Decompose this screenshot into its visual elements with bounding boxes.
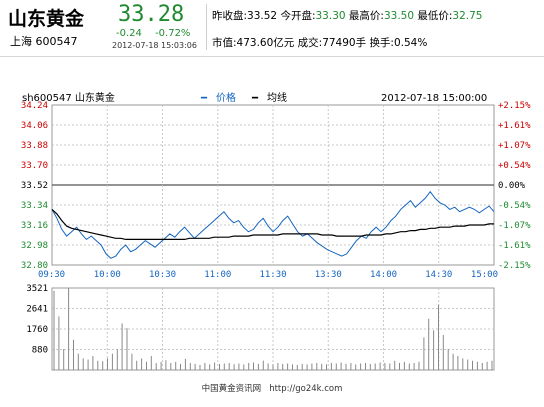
header-divider [206,4,207,50]
y-tick-label: 33.52 [21,181,48,191]
y-pct-tick-label: -1.07% [498,221,531,231]
y-pct-tick-label: +1.07% [498,141,531,151]
quote-header: 山东黄金 上海 600547 33.28 -0.24 -0.72% 2012-0… [0,0,544,55]
volume-label: 成交: [297,37,323,49]
x-tick-label: 10:30 [149,270,176,280]
header-separator [0,56,544,57]
footer-site-name: 中国黄金资讯网 [201,384,262,394]
prev-close-label: 昨收盘: [212,10,248,22]
turnover-label: 换手: [369,37,394,49]
y-tick-label: 33.88 [21,141,48,151]
exchange-label: 上海 [10,35,32,48]
high-value: 33.50 [383,10,415,22]
footer: 中国黄金资讯网 http://go24k.com [0,382,544,394]
x-tick-label: 14:00 [370,270,397,280]
average-line [51,208,494,240]
volume-tick-label: 1760 [26,325,48,335]
open-value: 33.30 [315,10,346,22]
x-tick-label: 09:30 [38,270,65,280]
volume-tick-label: 880 [32,346,48,356]
y-pct-tick-label: +0.54% [498,161,531,171]
price-change: -0.24 [116,28,142,39]
low-label: 最低价: [417,10,453,22]
y-pct-tick-label: -2.15% [498,261,531,271]
x-tick-label: 11:00 [204,270,231,280]
mktcap-value: 473.60亿元 [236,37,295,49]
y-tick-label: 32.80 [21,261,48,271]
open-label: 今开盘: [280,10,316,22]
legend-price-marker: ━ [200,93,208,104]
y-tick-label: 34.24 [21,101,48,111]
x-tick-label: 13:30 [315,270,342,280]
quote-timestamp: 2012-07-18 15:03:06 [112,41,197,50]
mktcap-label: 市值: [212,37,237,49]
chart-datetime: 2012-07-18 15:00:00 [381,93,487,104]
chart-legend: sh600547 山东黄金 ━ 价格 ━ 均线 2012-07-18 15:00… [22,91,487,104]
x-tick-label: 10:00 [94,270,121,280]
volume-value: 77490手 [322,37,367,49]
y-pct-tick-label: -1.61% [498,241,531,251]
stock-name: 山东黄金 [8,8,85,30]
volume-tick-label: 3521 [26,284,48,294]
y-tick-label: 33.34 [21,201,48,211]
y-pct-tick-label: 0.00% [498,181,526,191]
y-tick-label: 34.06 [21,121,48,131]
volume-panel: 3521 2641 1760 880 [26,284,495,371]
prev-close-value: 33.52 [247,10,278,22]
footer-url: http://go24k.com [269,384,343,394]
low-value: 32.75 [452,10,483,22]
volume-tick-label: 2641 [26,305,48,315]
y-pct-tick-label: -0.54% [498,201,531,211]
price-line [51,190,495,259]
x-tick-label: 11:30 [259,270,286,280]
legend-avg-label: 均线 [267,91,287,104]
turnover-value: 0.54% [393,37,428,49]
price-panel: 34.24 +2.15% 34.06 +1.61% 33.88 +1.07% 33.70 +0… [21,101,531,280]
x-tick-label: 15:00 [471,270,498,280]
y-pct-tick-label: +2.15% [498,101,531,111]
stats-row-2: 市值:473.60亿元 成交:77490手 换手:0.54% [212,35,427,50]
change-line: -0.24 -0.72% [116,28,200,39]
exchange-code: 上海 600547 [10,33,78,49]
stock-code: 600547 [35,35,78,48]
legend-price-label: 价格 [216,91,236,104]
stats-row-1: 昨收盘:33.52 今开盘:33.30 最高价:33.50 最低价:32.75 [212,8,482,23]
y-tick-label: 33.70 [21,161,48,171]
chart-title: sh600547 山东黄金 [22,91,115,104]
y-pct-tick-label: +1.61% [498,121,531,131]
current-price: 33.28 [118,2,185,27]
y-tick-label: 32.98 [21,241,48,251]
legend-avg-marker: ━ [251,93,259,104]
price-change-pct: -0.72% [155,28,191,39]
high-label: 最高价: [348,10,384,22]
y-tick-label: 33.16 [21,221,48,231]
x-tick-label: 14:30 [425,270,452,280]
